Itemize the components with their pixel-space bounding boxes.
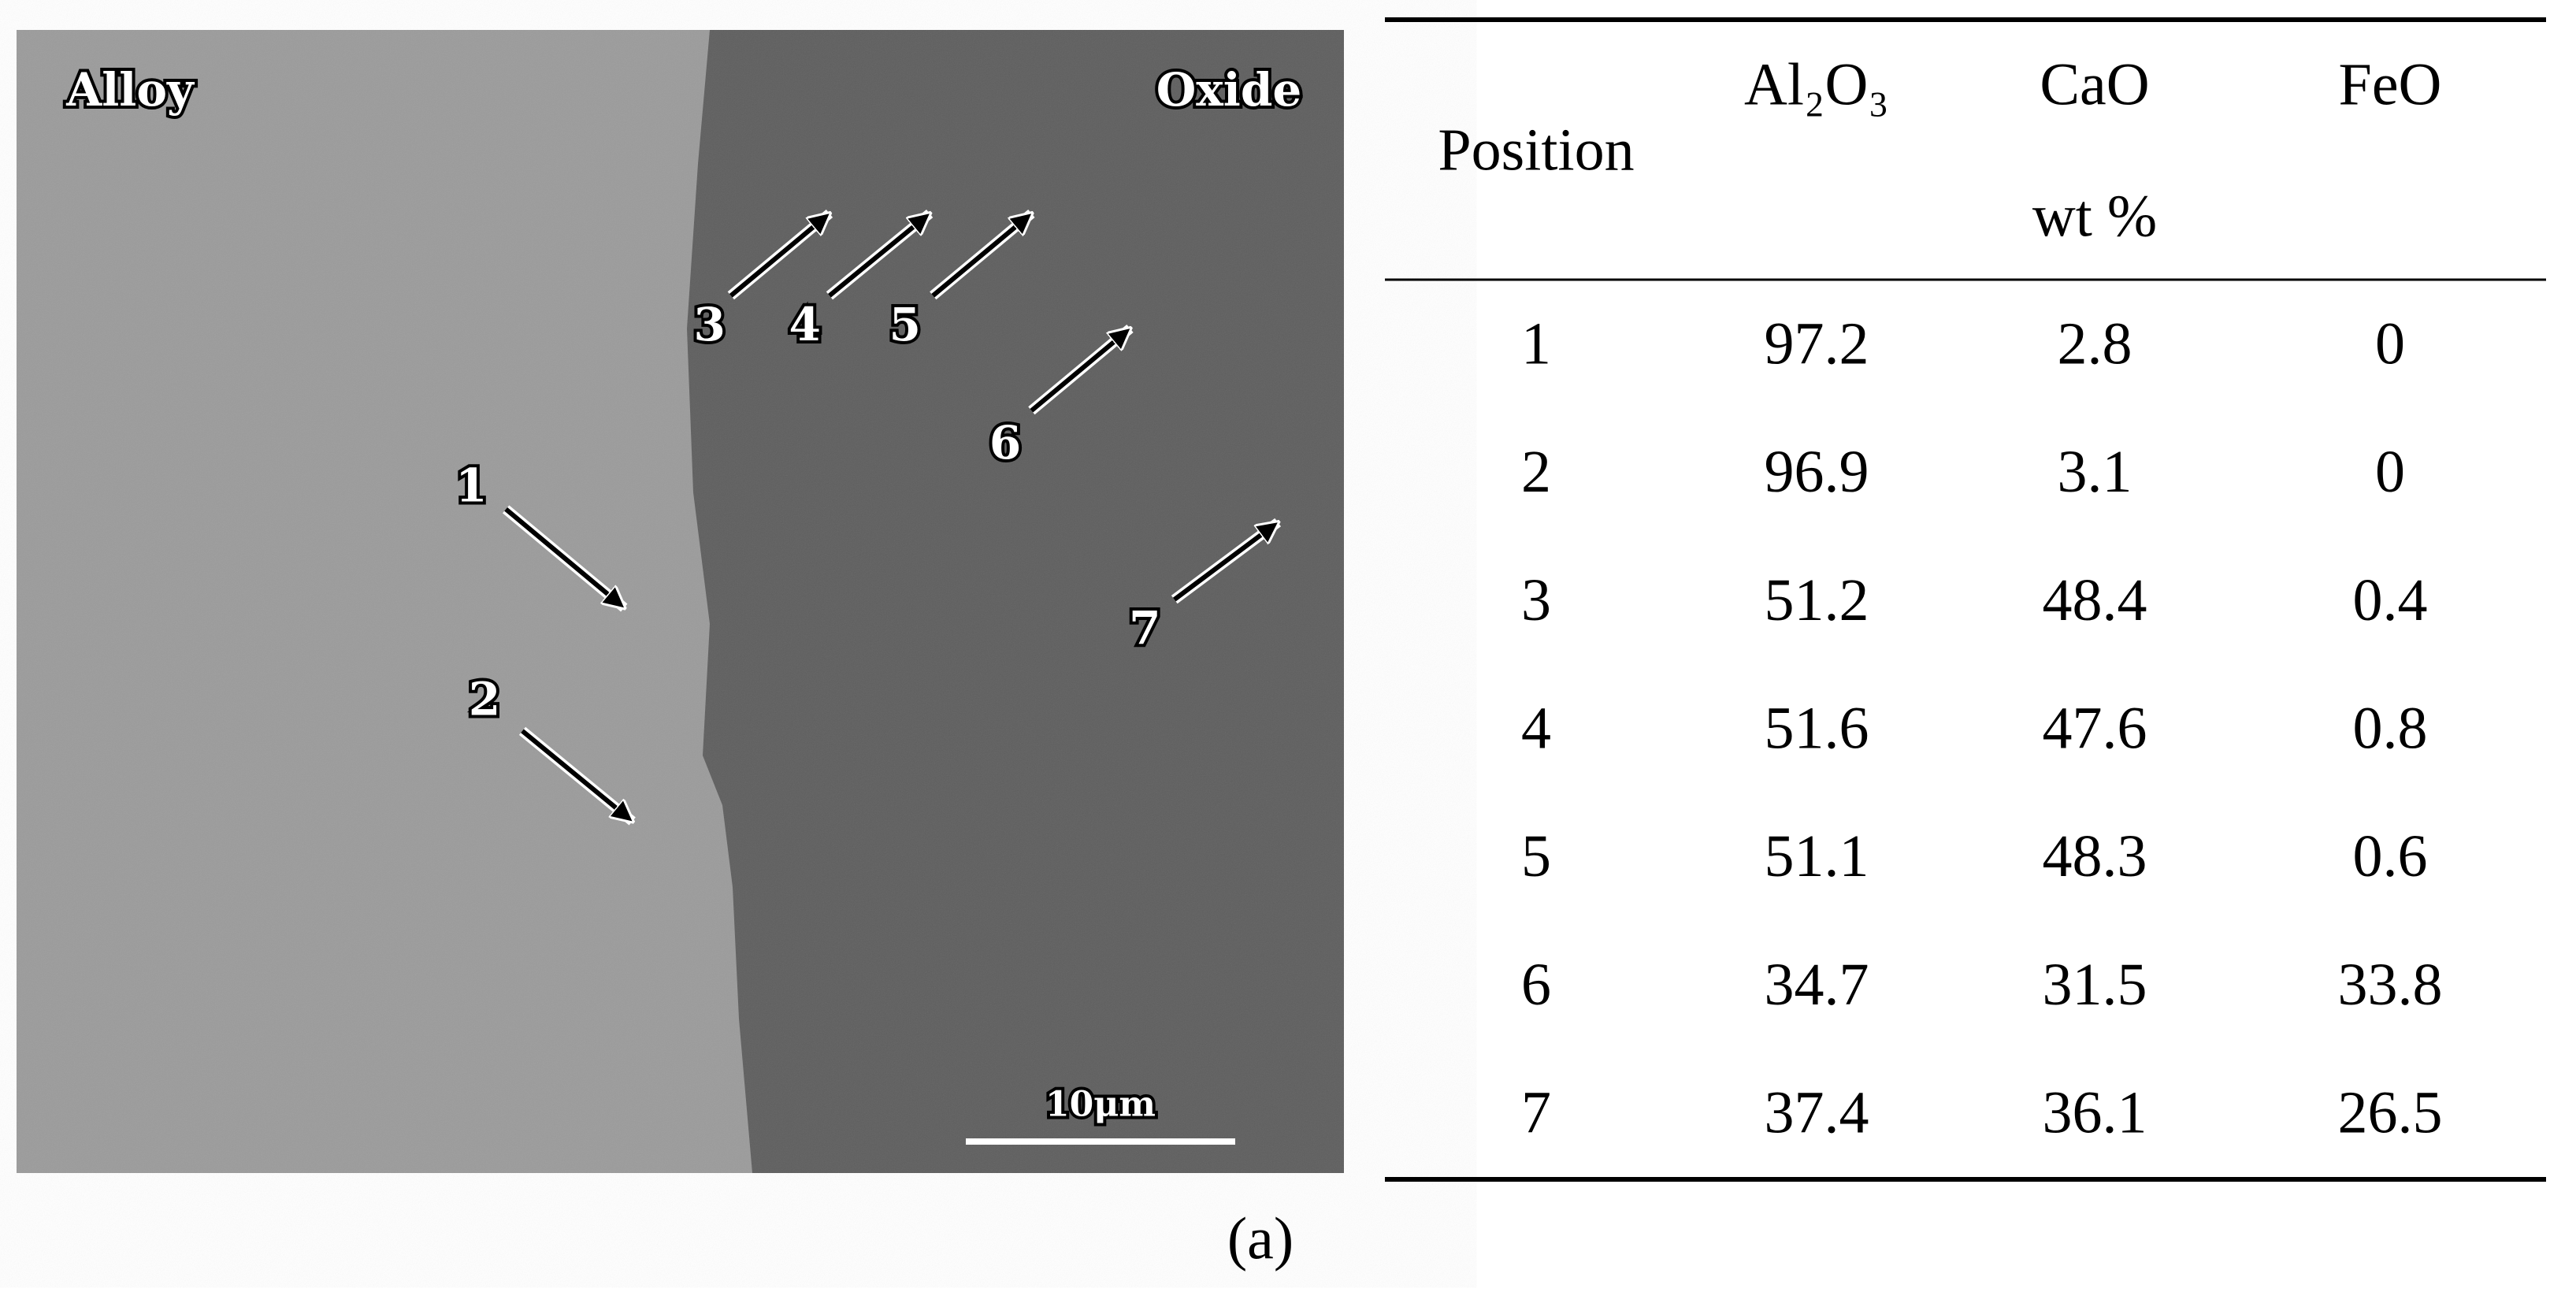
arrow — [1030, 329, 1130, 413]
value-cell: 47.6 — [2043, 696, 2147, 762]
arrow — [931, 213, 1031, 298]
arrow — [1172, 522, 1278, 602]
marker-label: 1 — [455, 459, 487, 512]
value-cell: 97.2 — [1765, 310, 1869, 377]
position-header: Position — [1438, 117, 1634, 183]
value-cell: 31.5 — [2043, 952, 2147, 1018]
arrow — [521, 729, 633, 822]
sem-image: Alloy Oxide 10μm 1 2 3 4 5 6 7 — [17, 30, 1344, 1173]
marker-label: 3 — [694, 298, 726, 351]
value-cell: 2.8 — [2058, 310, 2132, 377]
caption: (a) — [1227, 1205, 1294, 1272]
position-cell: 6 — [1521, 952, 1551, 1018]
value-cell: 3.1 — [2058, 439, 2132, 505]
arrow — [729, 213, 830, 298]
value-cell: 26.5 — [2338, 1080, 2443, 1146]
value-cell: 0.8 — [2353, 696, 2428, 762]
arrow — [828, 213, 930, 298]
marker-label: 4 — [789, 298, 820, 351]
image-noise — [17, 30, 1344, 1173]
unit-header: wt % — [2032, 183, 2157, 249]
marker-label: 5 — [889, 298, 921, 351]
value-cell: 0 — [2375, 310, 2405, 377]
value-cell: 37.4 — [1765, 1080, 1869, 1146]
value-cell: 33.8 — [2338, 952, 2443, 1018]
column-header: FeO — [2339, 51, 2442, 117]
value-cell: 51.2 — [1765, 567, 1869, 633]
position-cell: 4 — [1521, 696, 1551, 762]
value-cell: 48.4 — [2043, 567, 2147, 633]
composition-table: Position wt % Al₂O₃ CaO FeO 1 97.2 2.8 0 2 96.9 3… — [1385, 17, 2546, 1182]
value-cell: 0 — [2375, 439, 2405, 505]
value-cell: 34.7 — [1765, 952, 1869, 1018]
column-header: CaO — [2040, 51, 2149, 117]
scale-bar-label: 10μm — [1045, 1085, 1156, 1125]
marker-label: 6 — [989, 416, 1021, 470]
marker-label: 7 — [1129, 602, 1160, 655]
value-cell: 48.3 — [2043, 823, 2147, 889]
position-cell: 7 — [1521, 1080, 1551, 1146]
value-cell: 0.6 — [2353, 823, 2428, 889]
position-cell: 3 — [1521, 567, 1551, 633]
position-cell: 2 — [1521, 439, 1551, 505]
arrow — [504, 507, 624, 607]
value-cell: 51.1 — [1765, 823, 1869, 889]
alloy-label: Alloy — [65, 63, 195, 117]
position-cell: 1 — [1521, 310, 1551, 377]
value-cell: 36.1 — [2043, 1080, 2147, 1146]
marker-label: 2 — [469, 672, 500, 726]
column-header: Al₂O₃ — [1744, 51, 1889, 117]
value-cell: 51.6 — [1765, 696, 1869, 762]
value-cell: 0.4 — [2353, 567, 2428, 633]
position-cell: 5 — [1521, 823, 1551, 889]
value-cell: 96.9 — [1765, 439, 1869, 505]
oxide-label: Oxide — [1156, 63, 1302, 117]
